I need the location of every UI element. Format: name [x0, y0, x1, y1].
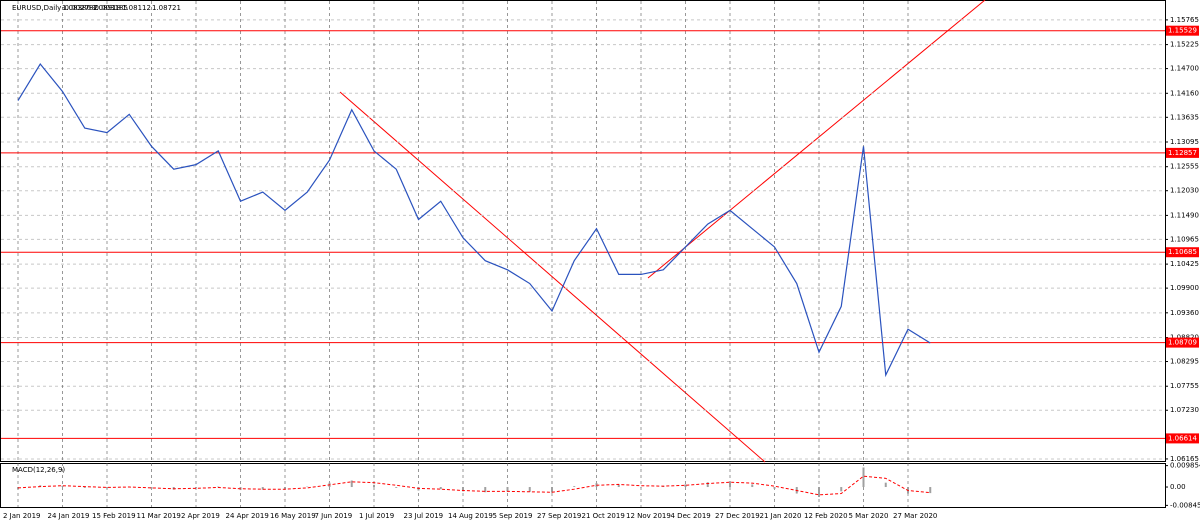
y-tick-label: 1.15765 — [1170, 16, 1199, 24]
y-tick-label: 1.10965 — [1170, 235, 1199, 243]
y-tick-label: 1.11490 — [1170, 211, 1199, 219]
x-tick-label: 24 Jan 2019 — [48, 512, 90, 520]
x-tick-label: 5 Sep 2019 — [493, 512, 533, 520]
x-tick-label: 12 Nov 2019 — [626, 512, 671, 520]
macd-bar — [61, 485, 64, 488]
x-tick-label: 24 Apr 2019 — [226, 512, 269, 520]
price-line — [17, 62, 931, 378]
macd-title: MACD(12,26,9) — [12, 466, 65, 474]
level-tag — [1166, 247, 1199, 258]
level-label: 1.10685 — [1168, 248, 1197, 256]
y-tick-label: 1.13095 — [1170, 138, 1199, 146]
header-value: 1.08918 — [92, 4, 121, 12]
macd-bar — [350, 480, 353, 488]
level-label: 1.15529 — [1168, 27, 1197, 35]
macd-bar — [751, 484, 754, 488]
y-tick-label: 1.08295 — [1170, 358, 1199, 366]
level-tag — [1166, 433, 1199, 444]
macd-bar — [150, 487, 153, 489]
macd-bar — [439, 487, 442, 490]
macd-bar — [818, 487, 820, 498]
level-tag — [1166, 147, 1199, 158]
macd-bar — [773, 487, 776, 489]
x-tick-label: 1 Jul 2019 — [359, 512, 394, 520]
macd-bar — [261, 487, 264, 490]
signal-line — [17, 475, 931, 496]
x-tick-label: 23 Jul 2019 — [404, 512, 444, 520]
x-tick-label: 4 Dec 2019 — [671, 512, 711, 520]
x-tick-label: 2 Apr 2019 — [181, 512, 220, 520]
y-tick-label: 1.07230 — [1170, 406, 1199, 414]
macd-bar — [395, 487, 398, 488]
symbol: EURUSD,Daily — [12, 4, 61, 12]
x-tick-label: 11 Mar 2019 — [137, 512, 181, 520]
y-tick-label: 1.09900 — [1170, 284, 1199, 292]
y-tick-label: 1.14700 — [1170, 65, 1199, 73]
y-tick-label: 0.009854 — [1170, 462, 1200, 470]
y-tick-label: 1.13635 — [1170, 113, 1199, 121]
macd-bar — [195, 487, 197, 488]
x-tick-label: 7 Jun 2019 — [315, 512, 353, 520]
y-tick-label: 1.12555 — [1170, 163, 1199, 171]
macd-bar — [862, 467, 865, 488]
macd-bar — [17, 487, 19, 490]
x-tick-label: 27 Mar 2020 — [893, 512, 937, 520]
macd-bar — [484, 487, 487, 493]
y-tick-label: 1.07755 — [1170, 382, 1199, 390]
macd-bar — [840, 487, 843, 492]
level-tag — [1166, 25, 1199, 36]
y-tick-label: -0.008454 — [1170, 501, 1200, 509]
macd-bar — [528, 487, 531, 492]
level-label: 1.08709 — [1168, 339, 1197, 347]
header-value: 1.08112 — [122, 4, 151, 12]
macd-bar — [462, 487, 464, 492]
y-tick-label: 1.10425 — [1170, 260, 1199, 268]
x-tick-label: 5 Mar 2020 — [849, 512, 889, 520]
macd-bar — [729, 481, 731, 488]
y-tick-label: 1.14160 — [1170, 89, 1199, 97]
macd-bar — [573, 486, 576, 488]
x-tick-label: 27 Dec 2019 — [715, 512, 760, 520]
y-tick-label: 1.08820 — [1170, 334, 1199, 342]
level-label: 1.12857 — [1168, 149, 1197, 157]
macd-bar — [684, 484, 687, 488]
macd-bar — [884, 482, 887, 488]
y-tick-label: 1.15225 — [1170, 41, 1199, 49]
x-tick-label: 27 Sep 2019 — [537, 512, 581, 520]
header-value: 1.08721 — [152, 4, 181, 12]
y-tick-label: 1.09360 — [1170, 309, 1199, 317]
trend-line — [339, 91, 766, 463]
header-value: -0.002782 — [62, 4, 98, 12]
x-tick-label: 21 Jan 2020 — [760, 512, 802, 520]
x-tick-label: 21 Oct 2019 — [582, 512, 625, 520]
macd-bar — [929, 487, 932, 494]
macd-bar — [83, 487, 86, 488]
level-tag — [1166, 337, 1199, 348]
y-tick-label: 1.06165 — [1170, 455, 1199, 463]
macd-bar — [106, 487, 108, 489]
level-label: 1.06614 — [1168, 434, 1197, 442]
macd-bar — [551, 487, 553, 493]
header-value: 1.08386 — [62, 4, 91, 12]
y-tick-label: 1.12030 — [1170, 187, 1199, 195]
x-tick-label: 2 Jan 2019 — [3, 512, 41, 520]
y-tick-label: 0.00 — [1170, 483, 1186, 491]
x-tick-label: 15 Feb 2019 — [92, 512, 136, 520]
x-tick-label: 16 May 2019 — [270, 512, 316, 520]
macd-bar — [617, 484, 620, 488]
header-value: -0.003185 — [92, 4, 128, 12]
macd-bar — [706, 482, 709, 488]
x-tick-label: 12 Feb 2020 — [804, 512, 848, 520]
trend-line — [647, 0, 986, 279]
macd-bar — [373, 484, 375, 488]
main-panel — [0, 0, 1166, 462]
macd-panel — [0, 463, 1166, 508]
macd-bar — [506, 487, 509, 492]
x-tick-label: 14 Aug 2019 — [448, 512, 493, 520]
macd-bar — [284, 487, 286, 490]
